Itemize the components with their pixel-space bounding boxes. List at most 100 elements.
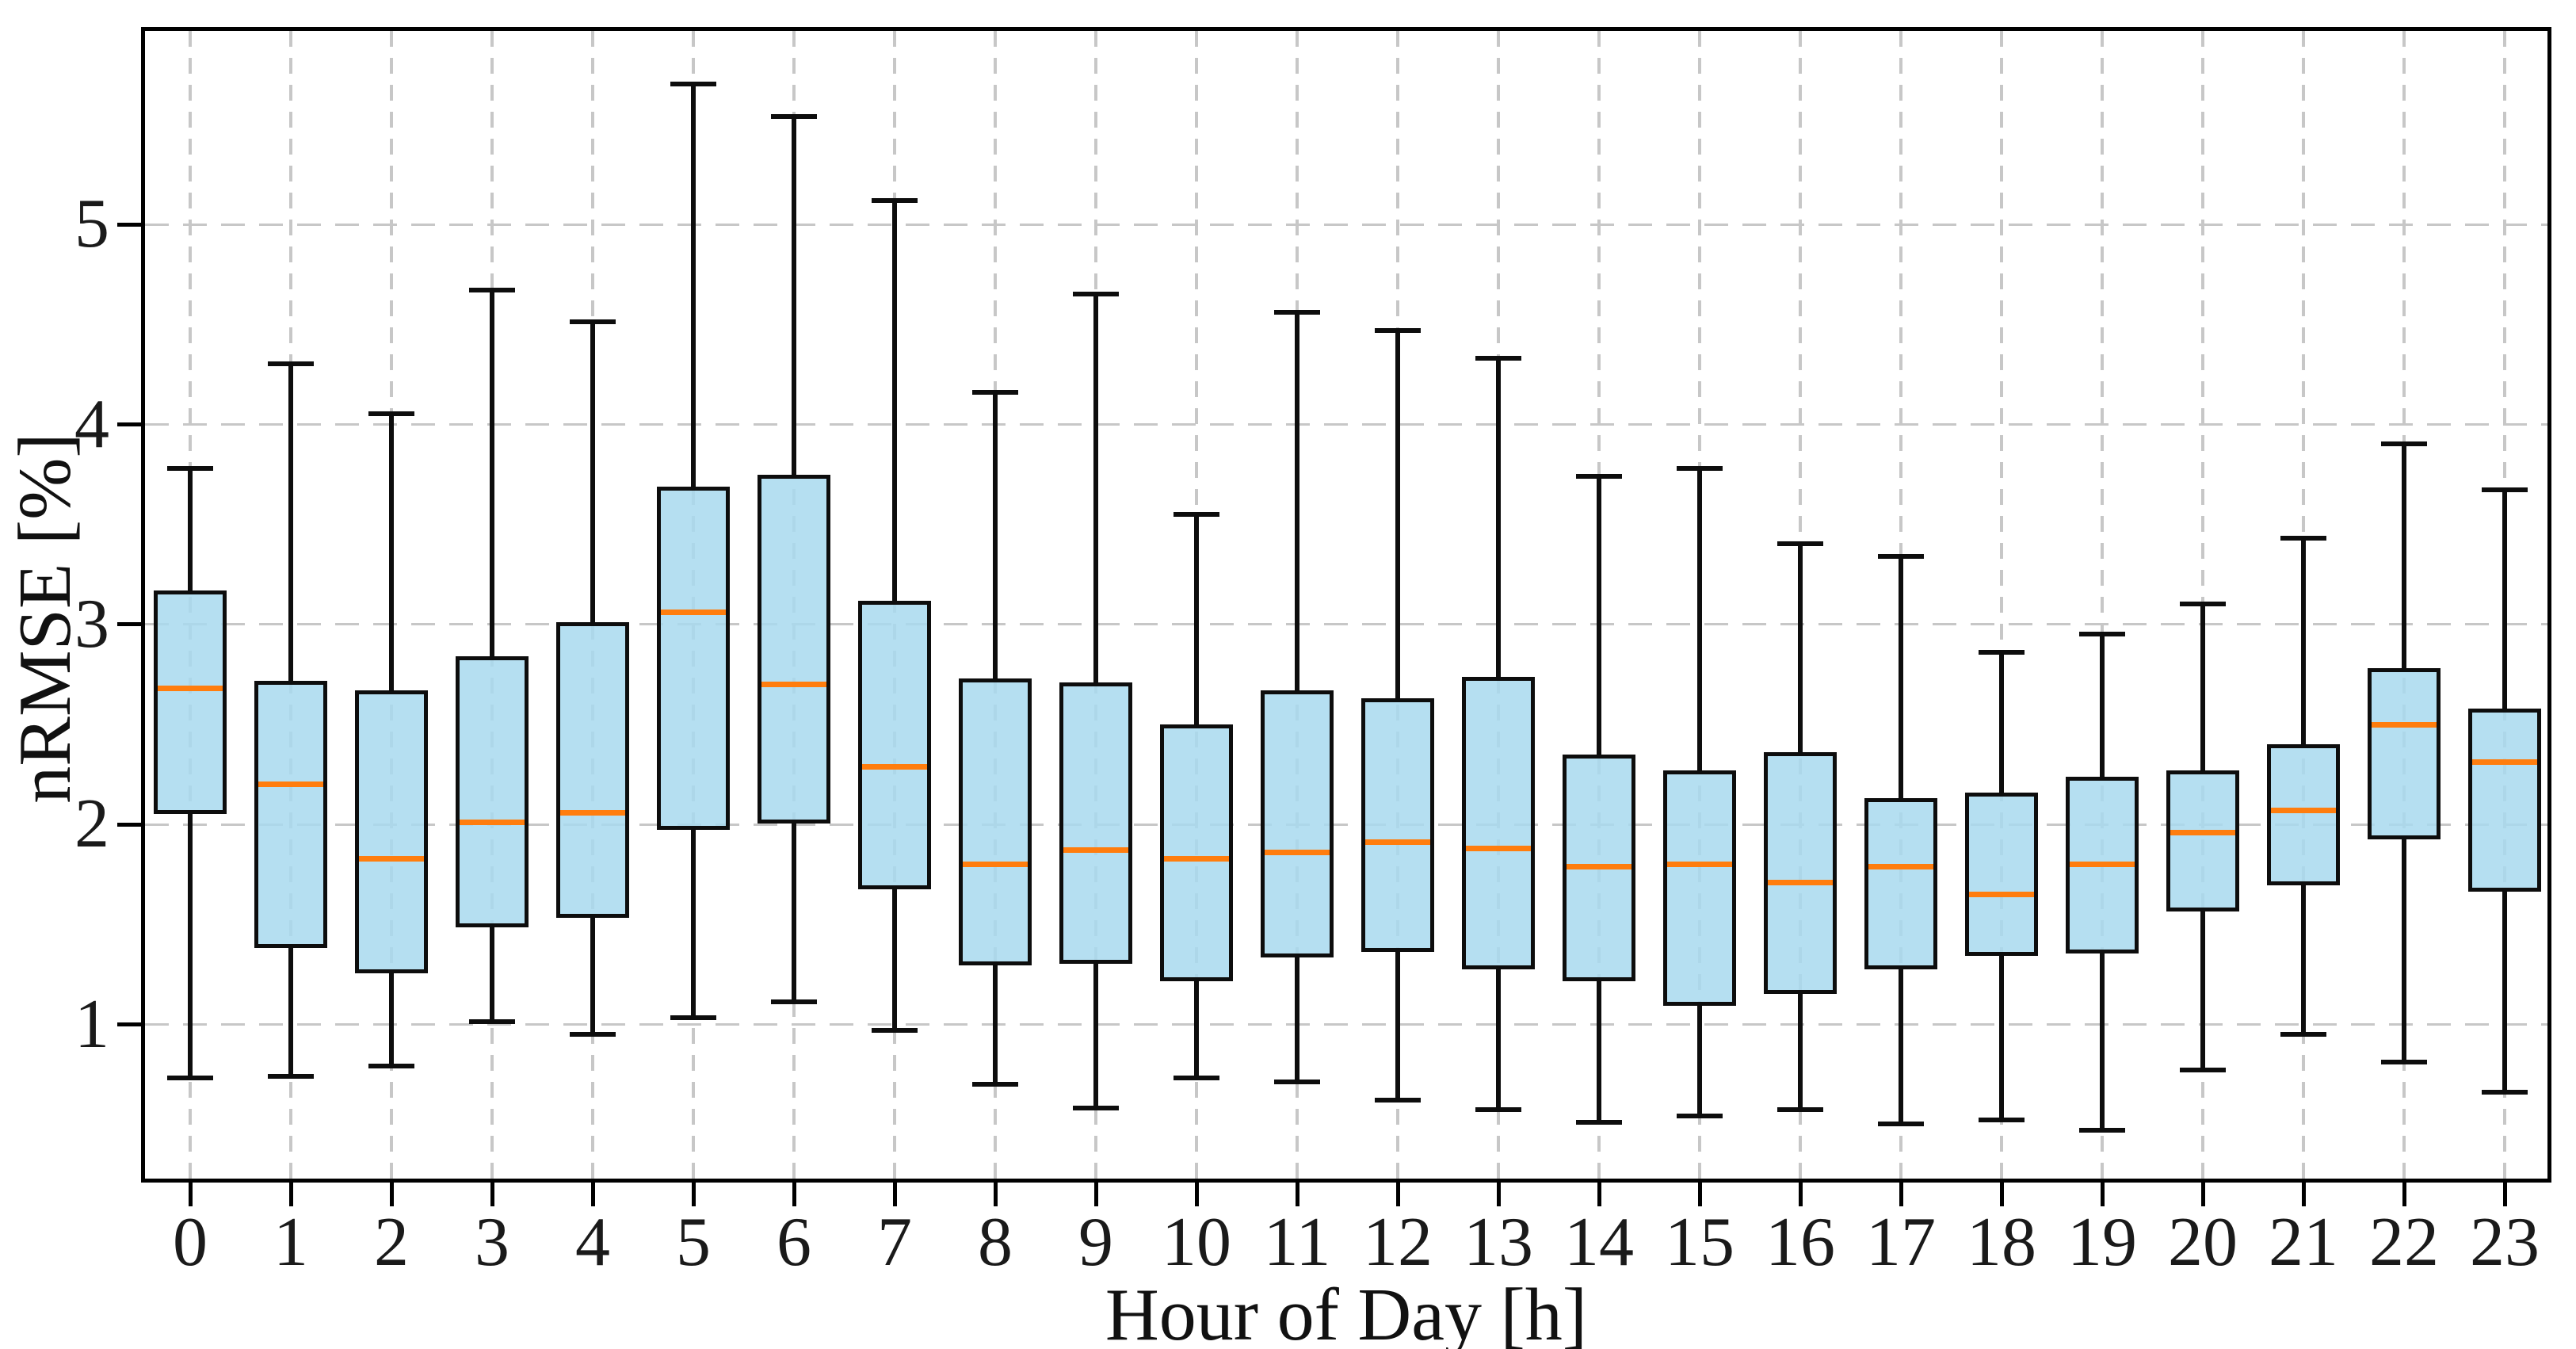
whisker-cap-bottom: [268, 1073, 314, 1079]
whisker-cap-top: [1576, 473, 1622, 479]
whisker-lower: [1899, 968, 1903, 1125]
whisker-upper: [1093, 294, 1098, 685]
median-line: [460, 820, 525, 826]
whisker-cap-bottom: [2280, 1031, 2326, 1037]
box-hour-16: [1764, 752, 1837, 994]
whisker-cap-bottom: [1576, 1119, 1622, 1125]
whisker-upper: [1194, 514, 1199, 727]
whisker-cap-bottom: [771, 999, 817, 1005]
whisker-lower: [1395, 950, 1400, 1100]
whisker-cap-top: [469, 288, 515, 293]
whisker-lower: [691, 827, 696, 1018]
whisker-upper: [2200, 604, 2205, 773]
x-tick: [1497, 1183, 1501, 1206]
x-tick: [2402, 1183, 2406, 1206]
x-tick: [2503, 1183, 2507, 1206]
whisker-lower: [1999, 953, 2004, 1121]
whisker-upper: [993, 392, 998, 681]
whisker-cap-bottom: [368, 1063, 414, 1068]
whisker-cap-bottom: [1777, 1107, 1823, 1113]
whisker-cap-top: [2079, 632, 2125, 636]
whisker-upper: [792, 116, 796, 476]
box-hour-1: [254, 680, 327, 948]
x-tick: [490, 1183, 494, 1206]
whisker-cap-top: [670, 82, 716, 87]
whisker-lower: [792, 822, 796, 1003]
y-tick: [117, 822, 141, 827]
median-line: [963, 862, 1028, 868]
x-tick-label: 23: [2470, 1204, 2540, 1281]
whisker-cap-top: [2180, 602, 2226, 607]
x-tick-label: 21: [2269, 1204, 2338, 1281]
x-tick-label: 9: [1078, 1204, 1113, 1281]
box-hour-11: [1261, 690, 1334, 958]
x-tick-label: 0: [173, 1204, 208, 1281]
box-hour-5: [657, 486, 730, 830]
x-tick-label: 22: [2369, 1204, 2439, 1281]
whisker-cap-bottom: [1375, 1097, 1421, 1103]
median-line: [1567, 863, 1631, 869]
h-gridline: [145, 823, 2547, 826]
whisker-cap-bottom: [2381, 1059, 2427, 1064]
whisker-cap-top: [1677, 465, 1723, 471]
x-tick-label: 1: [273, 1204, 308, 1281]
box-hour-17: [1864, 798, 1937, 970]
x-tick: [994, 1183, 998, 1206]
box-hour-8: [959, 678, 1032, 966]
whisker-lower: [590, 915, 595, 1034]
whisker-cap-bottom: [167, 1076, 213, 1081]
x-tick: [1094, 1183, 1098, 1206]
median-line: [2070, 862, 2135, 868]
whisker-lower: [1496, 968, 1501, 1110]
median-line: [862, 763, 927, 770]
x-tick: [1195, 1183, 1199, 1206]
x-tick-label: 11: [1263, 1204, 1331, 1281]
whisker-lower: [1295, 956, 1299, 1083]
whisker-cap-top: [2280, 535, 2326, 541]
whisker-lower: [1798, 992, 1803, 1110]
x-tick: [189, 1183, 193, 1206]
median-line: [2170, 829, 2235, 835]
median-line: [2472, 759, 2537, 766]
x-tick: [1799, 1183, 1803, 1206]
whisker-cap-bottom: [2079, 1127, 2125, 1133]
y-tick: [117, 422, 141, 427]
x-tick: [1899, 1183, 1903, 1206]
whisker-lower: [1697, 1003, 1702, 1117]
box-hour-18: [1965, 792, 2038, 956]
median-line: [1868, 863, 1933, 869]
whisker-cap-top: [1375, 327, 1421, 333]
whisker-cap-top: [972, 389, 1018, 395]
box-hour-13: [1462, 676, 1535, 970]
x-tick: [2101, 1183, 2105, 1206]
whisker-lower: [1093, 961, 1098, 1108]
box-hour-21: [2267, 744, 2340, 886]
x-tick-label: 17: [1866, 1204, 1936, 1281]
x-tick: [289, 1183, 293, 1206]
whisker-upper: [389, 414, 394, 693]
whisker-lower: [2100, 952, 2105, 1130]
x-tick-label: 6: [777, 1204, 811, 1281]
whisker-lower: [1597, 980, 1601, 1122]
median-line: [1466, 845, 1531, 851]
h-gridline: [145, 623, 2547, 626]
x-tick: [1698, 1183, 1702, 1206]
whisker-cap-top: [167, 465, 213, 471]
box-hour-15: [1663, 770, 1736, 1006]
box-hour-9: [1059, 682, 1132, 964]
whisker-lower: [1194, 980, 1199, 1079]
whisker-cap-top: [1475, 355, 1521, 361]
y-tick-label: 3: [74, 585, 109, 663]
whisker-upper: [1798, 544, 1803, 755]
v-gridline: [2101, 31, 2104, 1179]
x-tick: [390, 1183, 394, 1206]
x-tick-label: 7: [877, 1204, 912, 1281]
x-tick: [792, 1183, 796, 1206]
median-line: [158, 686, 223, 692]
y-tick: [117, 622, 141, 627]
whisker-lower: [2301, 884, 2306, 1034]
whisker-lower: [2502, 889, 2507, 1092]
x-tick-label: 2: [374, 1204, 409, 1281]
whisker-cap-bottom: [2180, 1068, 2226, 1073]
box-hour-0: [154, 590, 227, 814]
